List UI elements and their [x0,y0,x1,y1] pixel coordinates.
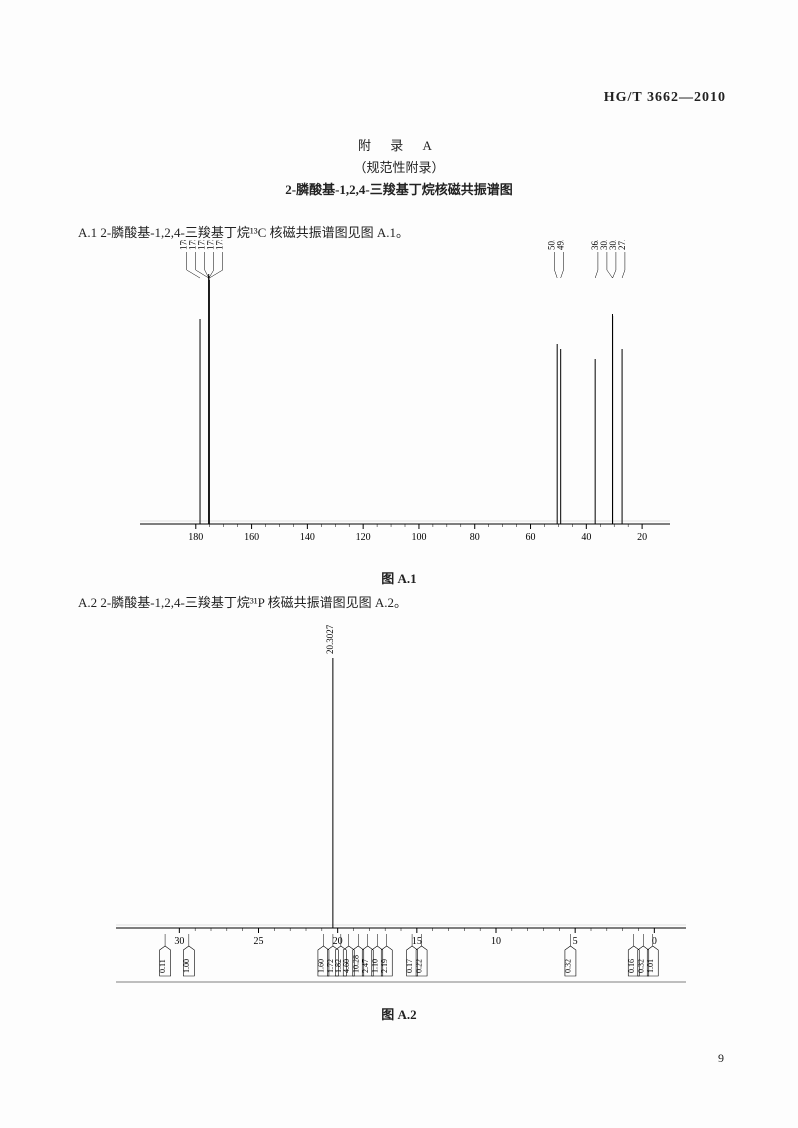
svg-text:10.28: 10.28 [351,955,360,973]
section-a2-text: A.2 2-膦酸基-1,2,4-三羧基丁烷³¹P 核磁共振谱图见图 A.2。 [78,592,407,611]
page-number: 9 [718,1051,724,1066]
svg-text:60: 60 [526,532,536,543]
svg-text:20: 20 [637,532,647,543]
svg-text:15: 15 [412,936,422,947]
svg-text:40: 40 [581,532,591,543]
svg-text:1.10: 1.10 [370,959,379,973]
svg-text:160: 160 [244,532,259,543]
svg-text:49.191: 49.191 [555,240,565,250]
figure-a1-caption: 图 A.1 [0,568,798,587]
svg-text:2.19: 2.19 [380,959,389,973]
figure-a2-caption: 图 A.2 [0,1004,798,1023]
svg-text:5: 5 [573,936,578,947]
svg-text:1.00: 1.00 [182,959,191,973]
svg-text:27.180: 27.180 [617,240,627,250]
appendix-subject: 2-膦酸基-1,2,4-三羧基丁烷核磁共振谱图 [0,179,798,201]
svg-text:0.16: 0.16 [627,959,636,973]
svg-text:2.47: 2.47 [361,959,370,973]
svg-text:20: 20 [333,936,343,947]
svg-text:0.11: 0.11 [158,959,167,973]
section-a1-text: A.1 2-膦酸基-1,2,4-三羧基丁烷¹³C 核磁共振谱图见图 A.1。 [78,222,409,241]
svg-text:25: 25 [254,936,264,947]
svg-text:4.60: 4.60 [342,959,351,973]
doc-header: HG/T 3662—2010 [604,90,726,106]
svg-text:0.32: 0.32 [563,959,572,973]
svg-text:0.32: 0.32 [636,959,645,973]
svg-text:120: 120 [356,532,371,543]
svg-text:1.01: 1.01 [646,959,655,973]
appendix-label: 附 录 A [0,135,798,157]
svg-text:10: 10 [491,936,501,947]
svg-text:1.60: 1.60 [316,959,325,973]
svg-text:80: 80 [470,532,480,543]
figure-a2-31p-nmr: 30252015105020.30270.111.001.601.721.824… [86,614,716,1002]
figure-a1-13c-nmr: 18016014012010080604020178.482175.369175… [110,240,700,560]
appendix-title-block: 附 录 A （规范性附录） 2-膦酸基-1,2,4-三羧基丁烷核磁共振谱图 [0,135,798,201]
svg-text:180: 180 [188,532,203,543]
svg-text:0.22: 0.22 [415,959,424,973]
svg-text:0.17: 0.17 [405,959,414,973]
svg-text:140: 140 [300,532,315,543]
svg-text:100: 100 [411,532,426,543]
appendix-subtype: （规范性附录） [0,157,798,179]
svg-text:30: 30 [174,936,184,947]
svg-text:175.129: 175.129 [215,240,225,250]
svg-text:20.3027: 20.3027 [325,624,335,654]
